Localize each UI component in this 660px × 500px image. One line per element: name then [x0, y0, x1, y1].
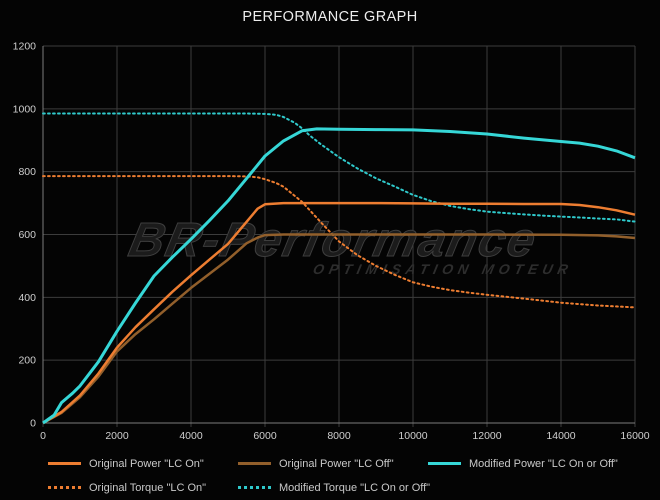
series-line	[42, 175, 636, 309]
legend-label: Original Power "LC On"	[89, 457, 204, 470]
x-tick-label: 12000	[472, 430, 501, 442]
y-tick-label: 1200	[13, 41, 37, 53]
watermark-logo-text: BR-Performance	[124, 213, 542, 266]
x-tick-label: 16000	[620, 430, 649, 442]
x-tick-label: 10000	[398, 430, 427, 442]
y-tick-label: 800	[18, 166, 36, 178]
x-tick-label: 14000	[546, 430, 575, 442]
legend-item: Modified Torque "LC On or Off"	[238, 479, 431, 496]
x-tick-label: 2000	[105, 430, 129, 442]
legend-line-swatch	[48, 486, 81, 489]
series-line	[42, 233, 636, 425]
legend-label: Original Torque "LC On"	[89, 481, 207, 494]
series-line	[42, 112, 636, 223]
legend-item: Original Torque "LC On"	[48, 479, 238, 496]
watermark-subtitle-text: OPTIMISATION MOTEUR	[312, 261, 575, 277]
x-tick-label: 8000	[327, 430, 351, 442]
series-layer	[42, 112, 636, 425]
series-line	[42, 127, 636, 425]
legend-label: Modified Power "LC On or Off"	[469, 457, 618, 470]
watermark: BR-Performance OPTIMISATION MOTEUR	[124, 213, 575, 277]
legend-line-swatch	[428, 462, 461, 465]
chart-legend: Original Power "LC On" Original Power "LC…	[48, 455, 654, 496]
legend-item: Modified Power "LC On or Off"	[428, 455, 654, 472]
y-tick-label: 200	[18, 355, 36, 367]
x-tick-label: 6000	[253, 430, 277, 442]
legend-label: Original Power "LC Off"	[279, 457, 394, 470]
chart-title: PERFORMANCE GRAPH	[242, 9, 418, 25]
grid-layer: 0 2000 4000 6000 8000 10000 12000 14000 16000 0 20…	[13, 41, 650, 443]
legend-line-swatch	[238, 462, 271, 465]
chart-canvas: 0 2000 4000 6000 8000 10000 12000 14000 16000 0 20…	[13, 41, 650, 443]
x-tick-label: 4000	[179, 430, 203, 442]
y-tick-label: 1000	[13, 103, 37, 115]
legend-line-swatch	[48, 462, 81, 465]
series-line	[42, 201, 636, 425]
legend-item: Original Power "LC On"	[48, 455, 238, 472]
x-tick-label: 0	[40, 430, 46, 442]
y-tick-label: 600	[18, 229, 36, 241]
legend-line-swatch	[238, 486, 271, 489]
legend-item: Original Power "LC Off"	[238, 455, 428, 472]
legend-label: Modified Torque "LC On or Off"	[279, 481, 431, 494]
y-tick-label: 0	[30, 418, 36, 430]
y-tick-label: 400	[18, 292, 36, 304]
